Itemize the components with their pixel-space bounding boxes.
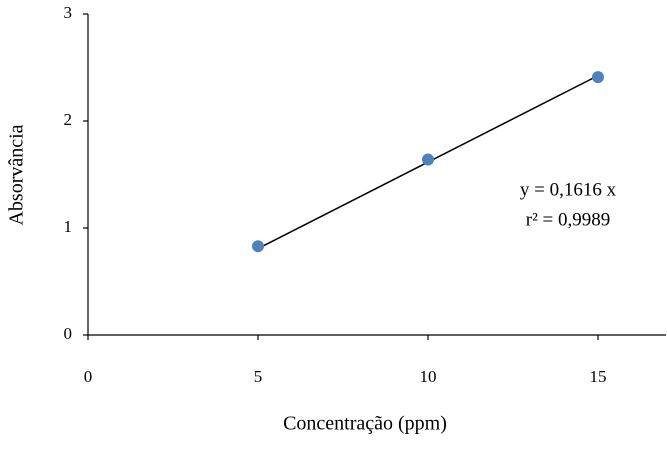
y-axis-label: Absorvância [6,124,28,225]
y-tick-label: 2 [64,110,73,129]
x-tick-label: 15 [590,367,607,386]
x-axis-label: Concentração (ppm) [283,413,447,435]
y-tick-label: 3 [64,3,73,22]
data-point [252,240,264,253]
y-tick-label: 0 [64,324,73,343]
data-point [422,153,434,166]
x-tick-label: 5 [254,367,263,386]
r-squared: r² = 0,9989 [526,209,611,230]
y-tick-label: 1 [64,217,73,236]
x-tick-label: 0 [84,367,93,386]
data-point [592,71,604,84]
x-tick-label: 10 [420,367,437,386]
equation: y = 0,1616 x [520,179,617,200]
